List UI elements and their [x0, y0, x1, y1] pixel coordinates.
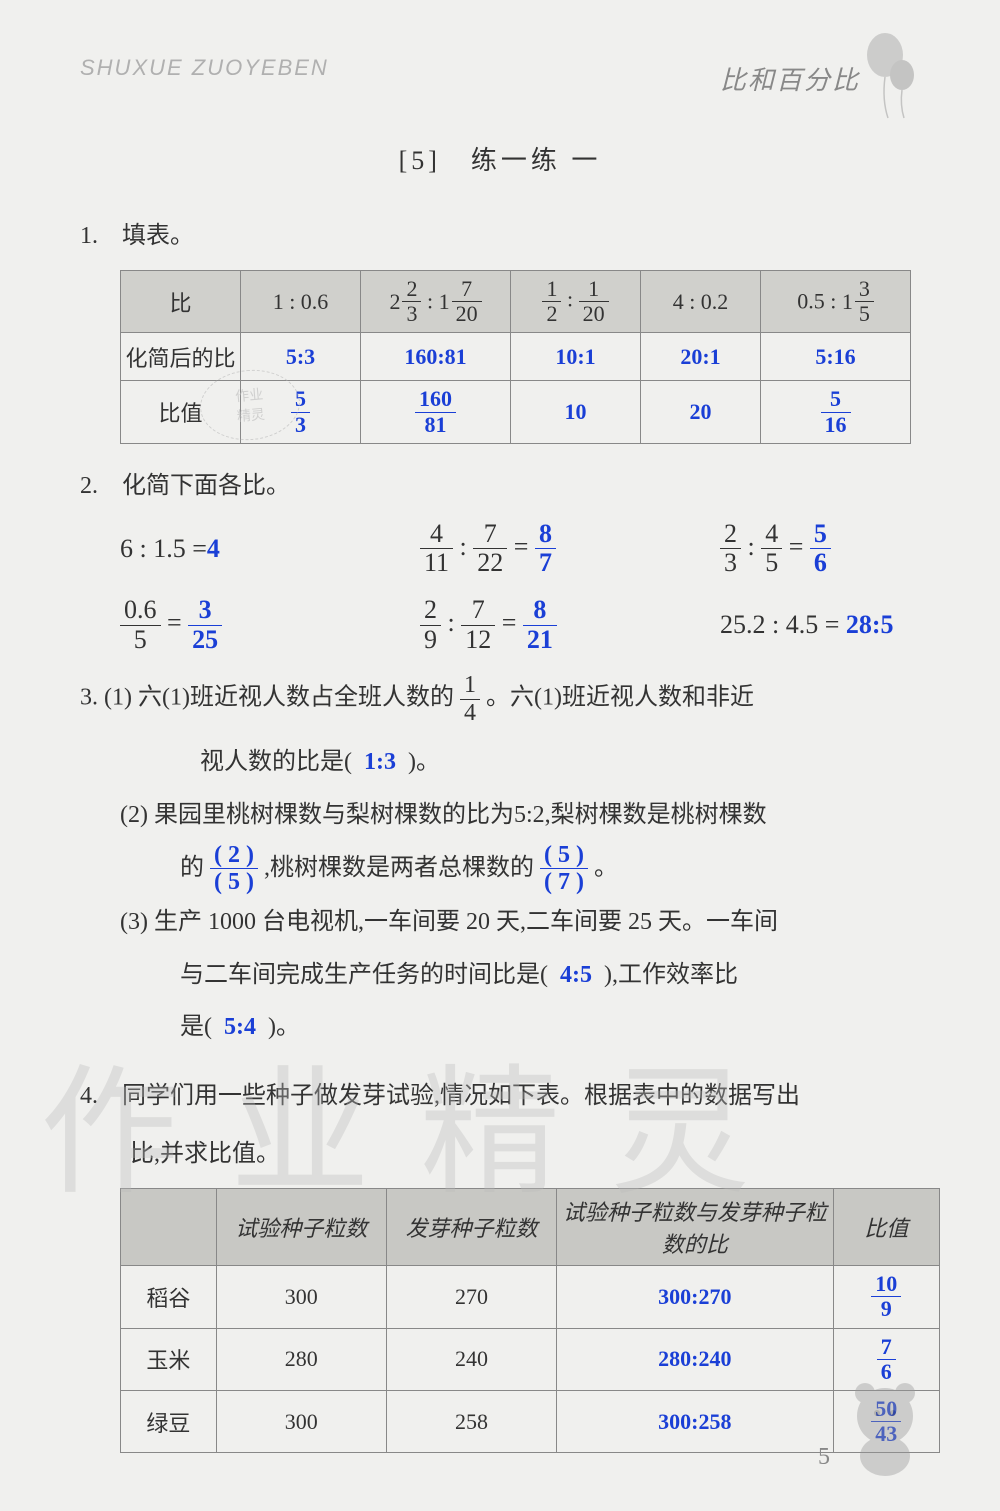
q3-part3-line2: 与二车间完成生产任务的时间比是( 4:5 ),工作效率比 [180, 949, 920, 1002]
bear-icon [840, 1371, 930, 1481]
t1-v1: 16081 [361, 381, 511, 443]
t1-c3: 4 : 0.2 [641, 271, 761, 333]
t1-c0: 1 : 0.6 [241, 271, 361, 333]
q2-row2: 0.65 = 325 29 : 712 = 821 25.2 : 4.5 = 2… [120, 596, 920, 654]
q3-part2: (2) 果园里桃树棵数与梨树棵数的比为5:2,梨树棵数是桃树棵数 [120, 789, 920, 842]
table-row: 稻谷 300 270 300:270 109 [121, 1266, 940, 1328]
page-container: SHUXUE ZUOYEBEN 比和百分比 [5] 练一练 一 1. 填表。 比… [0, 0, 1000, 1511]
q1-label: 1. 填表。 [80, 212, 920, 260]
t1-s1: 160:81 [361, 333, 511, 381]
q3-part2-line2: 的 ( 2 )( 5 ) ,桃树棵数是两者总棵数的 ( 5 )( 7 ) 。 [180, 842, 920, 896]
q2-label: 2. 化简下面各比。 [80, 462, 920, 510]
t1-v4: 516 [761, 381, 911, 443]
t1-v2: 10 [511, 381, 641, 443]
q3-part1: 3. (1) 六(1)班近视人数占全班人数的 14 。六(1)班近视人数和非近 [80, 672, 920, 726]
q3-part1-line2: 视人数的比是( 1:3 )。 [200, 736, 920, 789]
q3-part3: (3) 生产 1000 台电视机,一车间要 20 天,二车间要 25 天。一车间 [120, 896, 920, 949]
section-title: [5] 练一练 一 [80, 140, 920, 177]
q2-item-3: 0.65 = 325 [120, 596, 360, 654]
q2-item-5: 25.2 : 4.5 = 28:5 [720, 610, 960, 640]
t1-s3: 20:1 [641, 333, 761, 381]
q2-item-4: 29 : 712 = 821 [420, 596, 660, 654]
q2-item-2: 23 : 45 = 56 [720, 520, 960, 578]
table-row: 绿豆 300 258 300:258 5043 [121, 1391, 940, 1453]
q4-label: 4. 同学们用一些种子做发芽试验,情况如下表。根据表中的数据写出 [80, 1072, 920, 1120]
t1-c2: 12 : 120 [511, 271, 641, 333]
question-2: 2. 化简下面各比。 6 : 1.5 =4 411 : 722 = 87 23 … [80, 462, 920, 654]
header-right: 比和百分比 [720, 60, 860, 97]
t1-rh1: 化简后的比 [121, 333, 241, 381]
t2-h2: 发芽种子粒数 [386, 1189, 556, 1266]
table-row: 玉米 280 240 280:240 76 [121, 1328, 940, 1390]
t1-c4: 0.5 : 135 [761, 271, 911, 333]
t2-h4: 比值 [833, 1189, 939, 1266]
t1-v3: 20 [641, 381, 761, 443]
t1-c1: 223 : 1720 [361, 271, 511, 333]
t2-h0 [121, 1189, 217, 1266]
question-4: 4. 同学们用一些种子做发芽试验,情况如下表。根据表中的数据写出 比,并求比值。… [80, 1072, 920, 1453]
q4-label2: 比,并求比值。 [130, 1130, 920, 1178]
q2-row1: 6 : 1.5 =4 411 : 722 = 87 23 : 45 = 56 [120, 520, 920, 578]
t1-s4: 5:16 [761, 333, 911, 381]
question-3: 3. (1) 六(1)班近视人数占全班人数的 14 。六(1)班近视人数和非近 … [80, 672, 920, 1054]
balloon-icon [860, 30, 920, 120]
q2-item-1: 411 : 722 = 87 [420, 520, 660, 578]
t1-s2: 10:1 [511, 333, 641, 381]
page-number: 5 [818, 1444, 830, 1471]
t1-rh0: 比 [121, 271, 241, 333]
t2-h3: 试验种子粒数与发芽种子粒数的比 [557, 1189, 834, 1266]
header-left: SHUXUE ZUOYEBEN [80, 55, 329, 81]
q4-table: 试验种子粒数 发芽种子粒数 试验种子粒数与发芽种子粒数的比 比值 稻谷 300 … [120, 1188, 940, 1453]
q2-item-0: 6 : 1.5 =4 [120, 534, 360, 564]
t2-h1: 试验种子粒数 [216, 1189, 386, 1266]
q3-part3-line3: 是( 5:4 )。 [180, 1001, 920, 1054]
